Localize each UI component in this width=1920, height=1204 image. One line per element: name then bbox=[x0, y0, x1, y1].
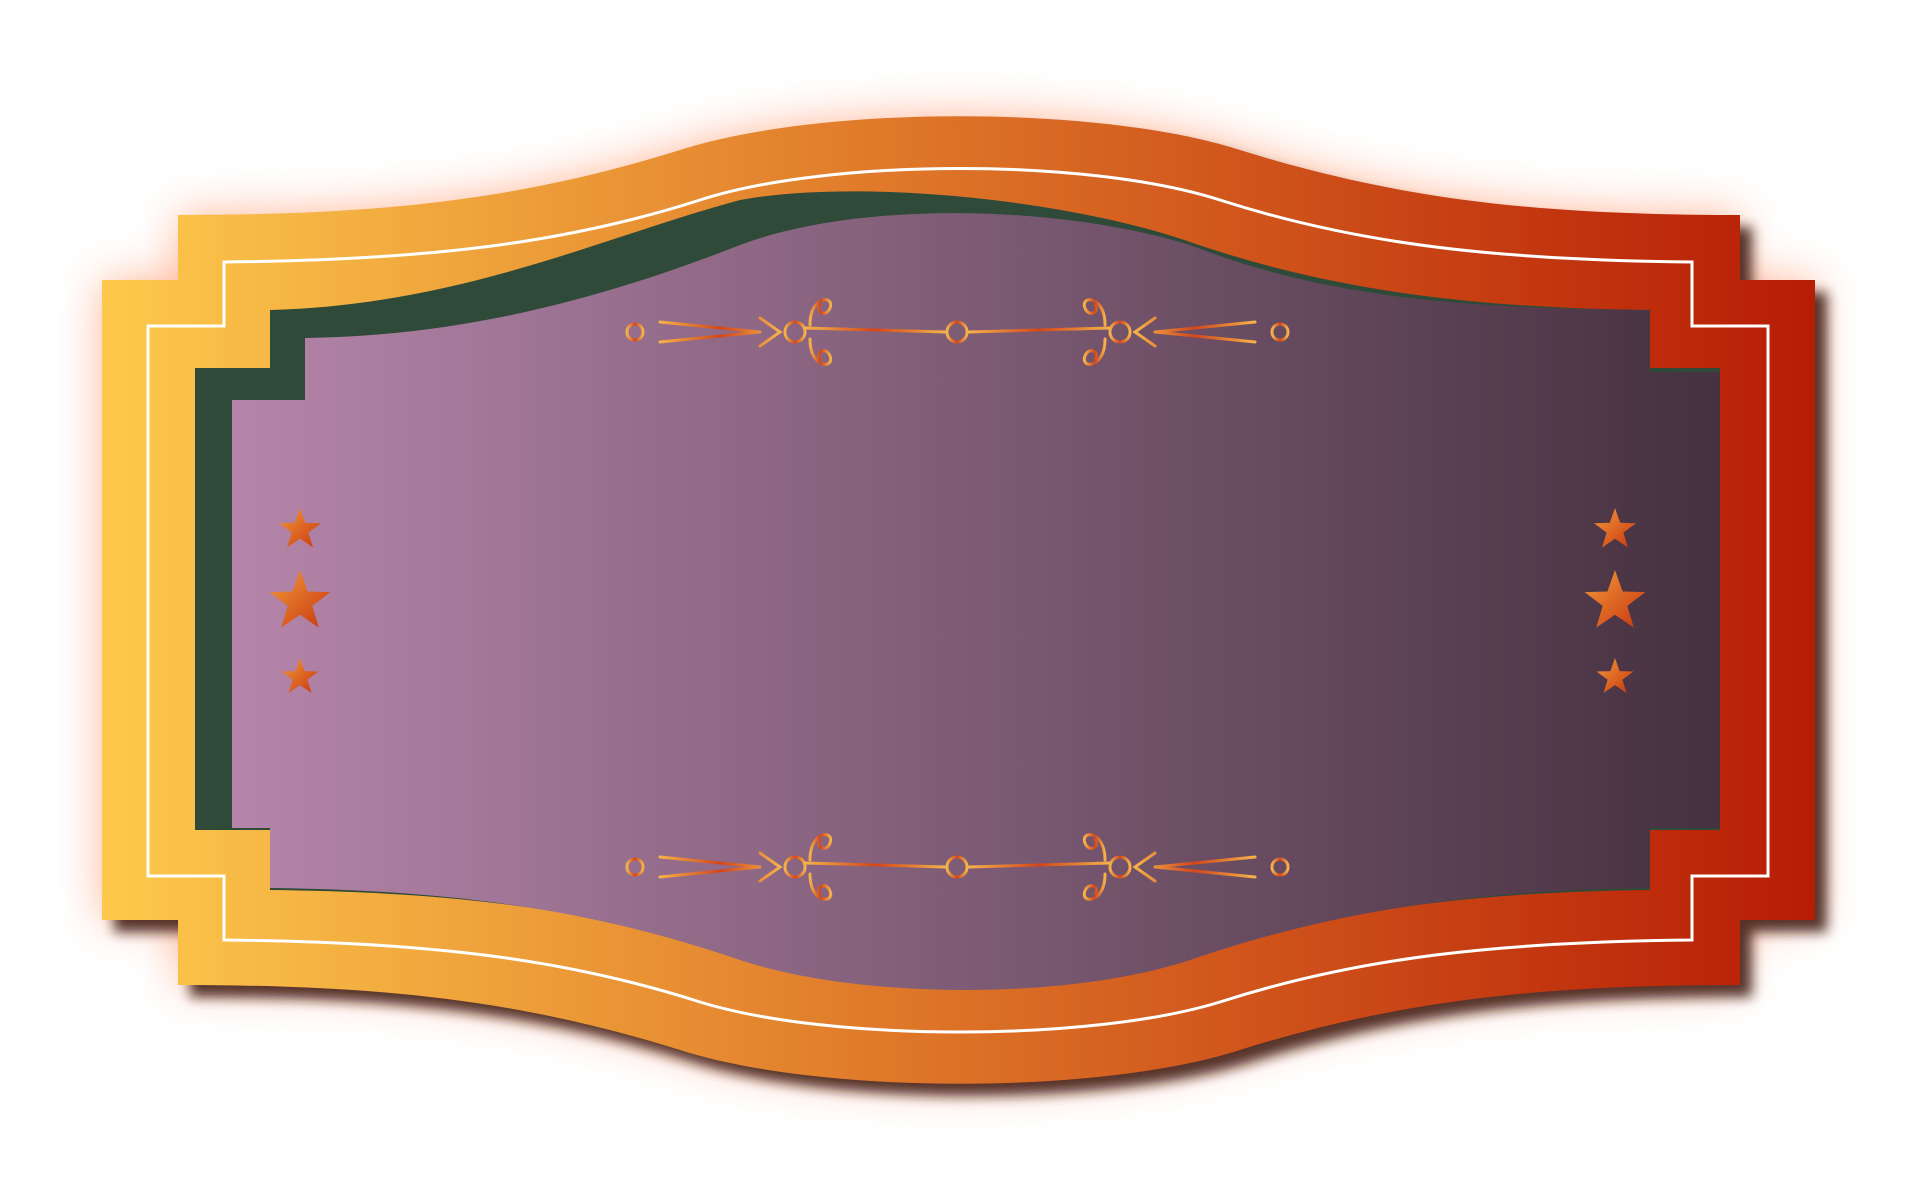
divider-knot-left bbox=[783, 320, 807, 344]
divider-line-center-left bbox=[803, 861, 947, 869]
star-icon bbox=[1584, 570, 1646, 628]
divider-knot-left bbox=[783, 855, 807, 879]
divider-arrow-right bbox=[1132, 851, 1257, 883]
star-icon bbox=[1594, 508, 1636, 548]
divider-line-center-right bbox=[967, 326, 1112, 334]
bottom-flourish-divider bbox=[625, 833, 1290, 901]
divider-knot-right bbox=[1108, 855, 1132, 879]
divider-knot-right bbox=[1108, 320, 1132, 344]
divider-swirl-right-top bbox=[1082, 298, 1107, 327]
divider-end-circle-right bbox=[1270, 857, 1290, 877]
divider-arrow-left bbox=[658, 316, 783, 348]
star-icon bbox=[269, 570, 331, 628]
inner-panel bbox=[232, 213, 1720, 990]
divider-arrow-left bbox=[658, 851, 783, 883]
star-icon bbox=[1596, 658, 1634, 693]
divider-swirl-left-top bbox=[808, 833, 833, 862]
divider-center-circle bbox=[945, 855, 969, 879]
divider-center-circle bbox=[945, 320, 969, 344]
divider-arrow-right bbox=[1132, 316, 1257, 348]
divider-swirl-left-bottom bbox=[808, 872, 833, 901]
left-stars bbox=[269, 508, 331, 693]
divider-line-center-left bbox=[803, 326, 947, 334]
divider-swirl-right-top bbox=[1082, 833, 1107, 862]
divider-swirl-left-bottom bbox=[808, 337, 833, 366]
divider-swirl-right-bottom bbox=[1082, 872, 1107, 901]
divider-swirl-left-top bbox=[808, 298, 833, 327]
divider-swirl-right-bottom bbox=[1082, 337, 1107, 366]
star-icon bbox=[281, 658, 319, 693]
divider-line-center-right bbox=[967, 861, 1112, 869]
right-stars bbox=[1584, 508, 1646, 693]
star-icon bbox=[279, 508, 321, 548]
divider-end-circle-right bbox=[1270, 322, 1290, 342]
top-flourish-divider bbox=[625, 298, 1290, 366]
inner-trim-line bbox=[146, 167, 1770, 1034]
